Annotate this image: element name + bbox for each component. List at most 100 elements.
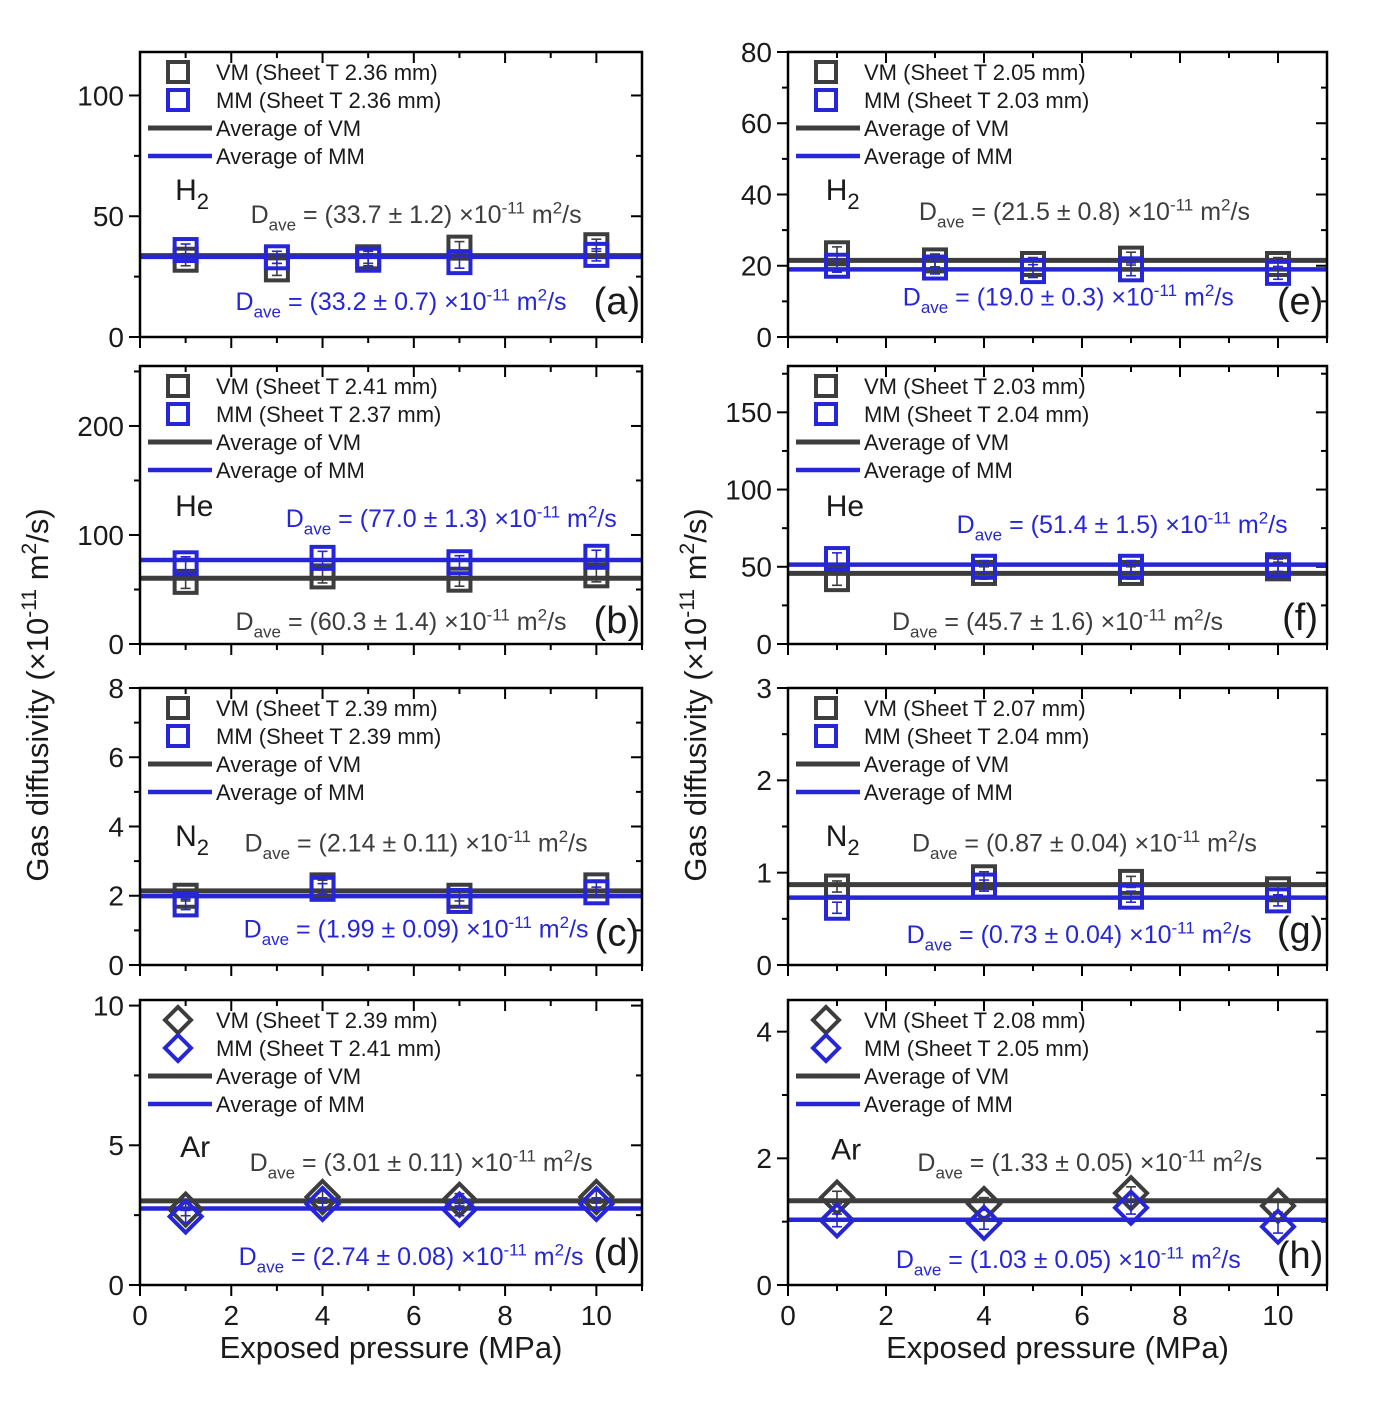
plot-border [786,50,1329,339]
panel-letter: (h) [1277,1235,1323,1277]
marker-diamond [440,1190,479,1229]
legend-label-mm: MM (Sheet T 2.05 mm) [864,1036,1089,1061]
legend: VM (Sheet T 2.03 mm) MM (Sheet T 2.04 mm)… [796,374,1089,483]
data-point-mm [583,241,610,268]
legend: VM (Sheet T 2.39 mm) MM (Sheet T 2.39 mm)… [148,696,441,805]
legend: VM (Sheet T 2.36 mm) MM (Sheet T 2.36 mm)… [148,60,441,169]
marker-square [824,252,850,279]
marker-square [263,244,290,271]
dave-annotation-mm: Dave = (33.2 ± 0.7) ×10-11 m2/s [236,285,567,321]
marker-diamond [577,1185,616,1223]
data-point-mm [577,1185,616,1223]
y-tick-label: 200 [77,411,124,442]
y-tick-label: 0 [756,950,772,981]
data-point-mm [309,875,336,902]
marker-diamond [1112,1188,1150,1227]
gas-label: N2 [175,820,209,860]
y-tick-label: 20 [741,251,772,282]
panel-a: 0 50 100 VM (Sheet T 2.36 mm) MM (Sheet T 2.… [77,50,644,353]
data-point-mm [824,894,850,921]
marker-square [971,553,997,580]
legend: VM (Sheet T 2.07 mm) MM (Sheet T 2.04 mm)… [796,696,1089,805]
y-tick-label: 5 [108,1130,124,1161]
panel-letter: (g) [1277,910,1323,952]
marker-square [971,872,997,899]
legend-label-mm: MM (Sheet T 2.04 mm) [864,724,1089,749]
data-point-mm [583,879,610,906]
marker-diamond [1259,1207,1297,1246]
data-point-mm [172,550,199,577]
y-tick-labels: 0 2 4 [756,1016,772,1300]
legend-label-mm: MM (Sheet T 2.03 mm) [864,88,1089,113]
x-axis-label-left: Exposed pressure (MPa) [220,1330,563,1365]
panel-letter: (f) [1282,597,1318,639]
y-tick-labels: 0 20 40 60 80 [741,37,772,353]
legend-label-avg-vm: Average of VM [864,116,1009,141]
legend-label-avg-vm: Average of VM [216,430,361,455]
y-tick-label: 0 [756,629,772,660]
y-tick-label: 80 [741,37,772,68]
marker-square [583,562,610,589]
data-point-mm [1020,258,1046,285]
y-tick-label: 0 [108,322,124,353]
x-tick-label: 10 [581,1300,612,1331]
y-tick-label: 4 [756,1016,772,1047]
marker-square [446,549,473,576]
legend-label-avg-mm: Average of MM [864,1092,1013,1117]
dave-annotation-vm: Dave = (33.7 ± 1.2) ×10-11 m2/s [251,199,582,235]
data-point-mm [1118,256,1144,283]
data-point-mm [1118,553,1144,580]
gas-label: N2 [826,820,860,860]
legend-label-avg-mm: Average of MM [864,780,1013,805]
gas-label: Ar [180,1131,210,1164]
marker-square [1265,259,1291,286]
legend-marker-vm [166,60,190,84]
y-tick-label: 100 [77,520,124,551]
marker-square [355,246,382,273]
x-tick-label: 4 [315,1300,331,1331]
x-tick-label: 8 [1172,1300,1188,1331]
data-point-mm [446,549,473,576]
legend-marker-vm [814,60,838,84]
y-tick-label: 40 [741,179,772,210]
marker-diamond [166,1190,205,1229]
y-tick-label: 2 [756,765,772,796]
marker-square [1118,553,1144,580]
data-point-vm [583,562,610,589]
data-point-mm [1265,552,1291,579]
data-point-mm [1112,1188,1150,1227]
gas-label: He [175,490,213,523]
legend-label-vm: VM (Sheet T 2.08 mm) [864,1008,1086,1033]
gas-label: H2 [826,174,860,214]
data-point-mm [971,872,997,899]
legend-label-mm: MM (Sheet T 2.41 mm) [216,1036,441,1061]
legend-label-mm: MM (Sheet T 2.37 mm) [216,402,441,427]
x-tick-label: 0 [780,1300,796,1331]
y-tick-label: 60 [741,108,772,139]
panel-letter: (b) [594,600,640,642]
y-tick-label: 150 [725,397,772,428]
marker-square [172,550,199,577]
legend-label-avg-vm: Average of VM [216,1064,361,1089]
legend-label-avg-vm: Average of VM [864,752,1009,777]
data-point-mm [818,1201,856,1240]
y-tick-label: 100 [725,474,772,505]
legend-marker-mm [810,1032,842,1064]
legend-marker-mm [162,1032,194,1064]
axis-ticks [129,1000,643,1296]
x-tick-labels: 0 2 4 6 8 10 [132,1300,612,1331]
y-tick-label: 50 [741,552,772,583]
y-tick-label: 0 [108,629,124,660]
legend-label-avg-mm: Average of MM [216,1092,365,1117]
legend-label-vm: VM (Sheet T 2.07 mm) [864,696,1086,721]
marker-square [309,563,336,590]
data-point-mm [166,1197,205,1236]
legend: VM (Sheet T 2.39 mm) MM (Sheet T 2.41 mm)… [148,1004,441,1117]
x-tick-label: 2 [223,1300,239,1331]
marker-square [1265,887,1291,914]
x-tick-labels: 0 2 4 6 8 10 [780,1300,1293,1331]
y-tick-label: 100 [77,80,124,111]
